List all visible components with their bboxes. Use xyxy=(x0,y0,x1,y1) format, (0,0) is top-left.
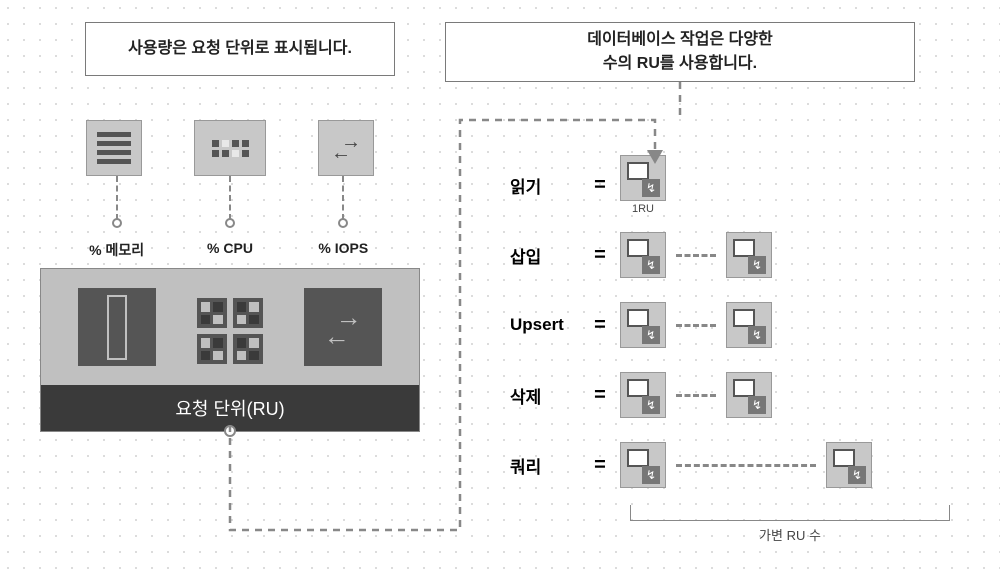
variable-ru-bracket: 가변 RU 수 xyxy=(630,505,950,544)
ru-unit-icon xyxy=(726,232,772,278)
dash-connector xyxy=(676,254,716,257)
ru-connector-dot xyxy=(224,425,236,437)
cpu-icon xyxy=(194,120,266,176)
op-row-insert: 삽입 = xyxy=(500,220,960,290)
cpu-label: % CPU xyxy=(190,240,270,260)
ru-unit-icon xyxy=(726,302,772,348)
op-label: 읽기 xyxy=(500,173,580,198)
op-label: 쿼리 xyxy=(500,453,580,478)
header-left: 사용량은 요청 단위로 표시됩니다. xyxy=(85,22,395,76)
connector-row xyxy=(60,176,400,236)
ru-unit-icon xyxy=(726,372,772,418)
ru-iops-icon: →← xyxy=(304,288,382,366)
dash-connector-long xyxy=(676,464,816,467)
op-label: 삭제 xyxy=(500,383,580,408)
iops-icon: →← xyxy=(318,120,374,176)
op-label: Upsert xyxy=(500,315,580,335)
equals-sign: = xyxy=(580,174,620,197)
op-row-delete: 삭제 = xyxy=(500,360,960,430)
dash-connector xyxy=(676,394,716,397)
op-row-query: 쿼리 = xyxy=(500,430,960,500)
op-label: 삽입 xyxy=(500,243,580,268)
header-right: 데이터베이스 작업은 다양한 수의 RU를 사용합니다. xyxy=(445,22,915,82)
ru-unit-icon xyxy=(620,232,666,278)
resources-panel: →← % 메모리 % CPU % IOPS →← 요청 단위(RU) xyxy=(40,120,420,437)
arrowhead-icon xyxy=(647,150,663,164)
ru-memory-icon xyxy=(78,288,156,366)
resource-labels: % 메모리 % CPU % IOPS xyxy=(60,240,400,260)
memory-icon xyxy=(86,120,142,176)
ru-unit-icon xyxy=(620,302,666,348)
header-left-text: 사용량은 요청 단위로 표시됩니다. xyxy=(128,37,352,61)
op-row-read: 읽기 = 1RU xyxy=(500,150,960,220)
operations-panel: 읽기 = 1RU 삽입 = Upsert = 삭제 = xyxy=(500,150,960,500)
ru-box: →← 요청 단위(RU) xyxy=(40,268,420,432)
resource-icons-row: →← xyxy=(60,120,400,176)
iops-label: % IOPS xyxy=(303,240,383,260)
header-right-text: 데이터베이스 작업은 다양한 수의 RU를 사용합니다. xyxy=(587,28,773,76)
dash-connector xyxy=(676,324,716,327)
ru-unit-icon xyxy=(826,442,872,488)
op-row-upsert: Upsert = xyxy=(500,290,960,360)
ru-unit-icon xyxy=(620,372,666,418)
ru-unit-icon xyxy=(620,442,666,488)
memory-label: % 메모리 xyxy=(77,240,157,260)
equals-sign: = xyxy=(580,244,620,267)
equals-sign: = xyxy=(580,314,620,337)
variable-ru-label: 가변 RU 수 xyxy=(630,525,950,544)
equals-sign: = xyxy=(580,454,620,477)
equals-sign: = xyxy=(580,384,620,407)
ru-cpu-icon xyxy=(191,288,269,366)
ru-caption: 1RU xyxy=(620,203,666,215)
